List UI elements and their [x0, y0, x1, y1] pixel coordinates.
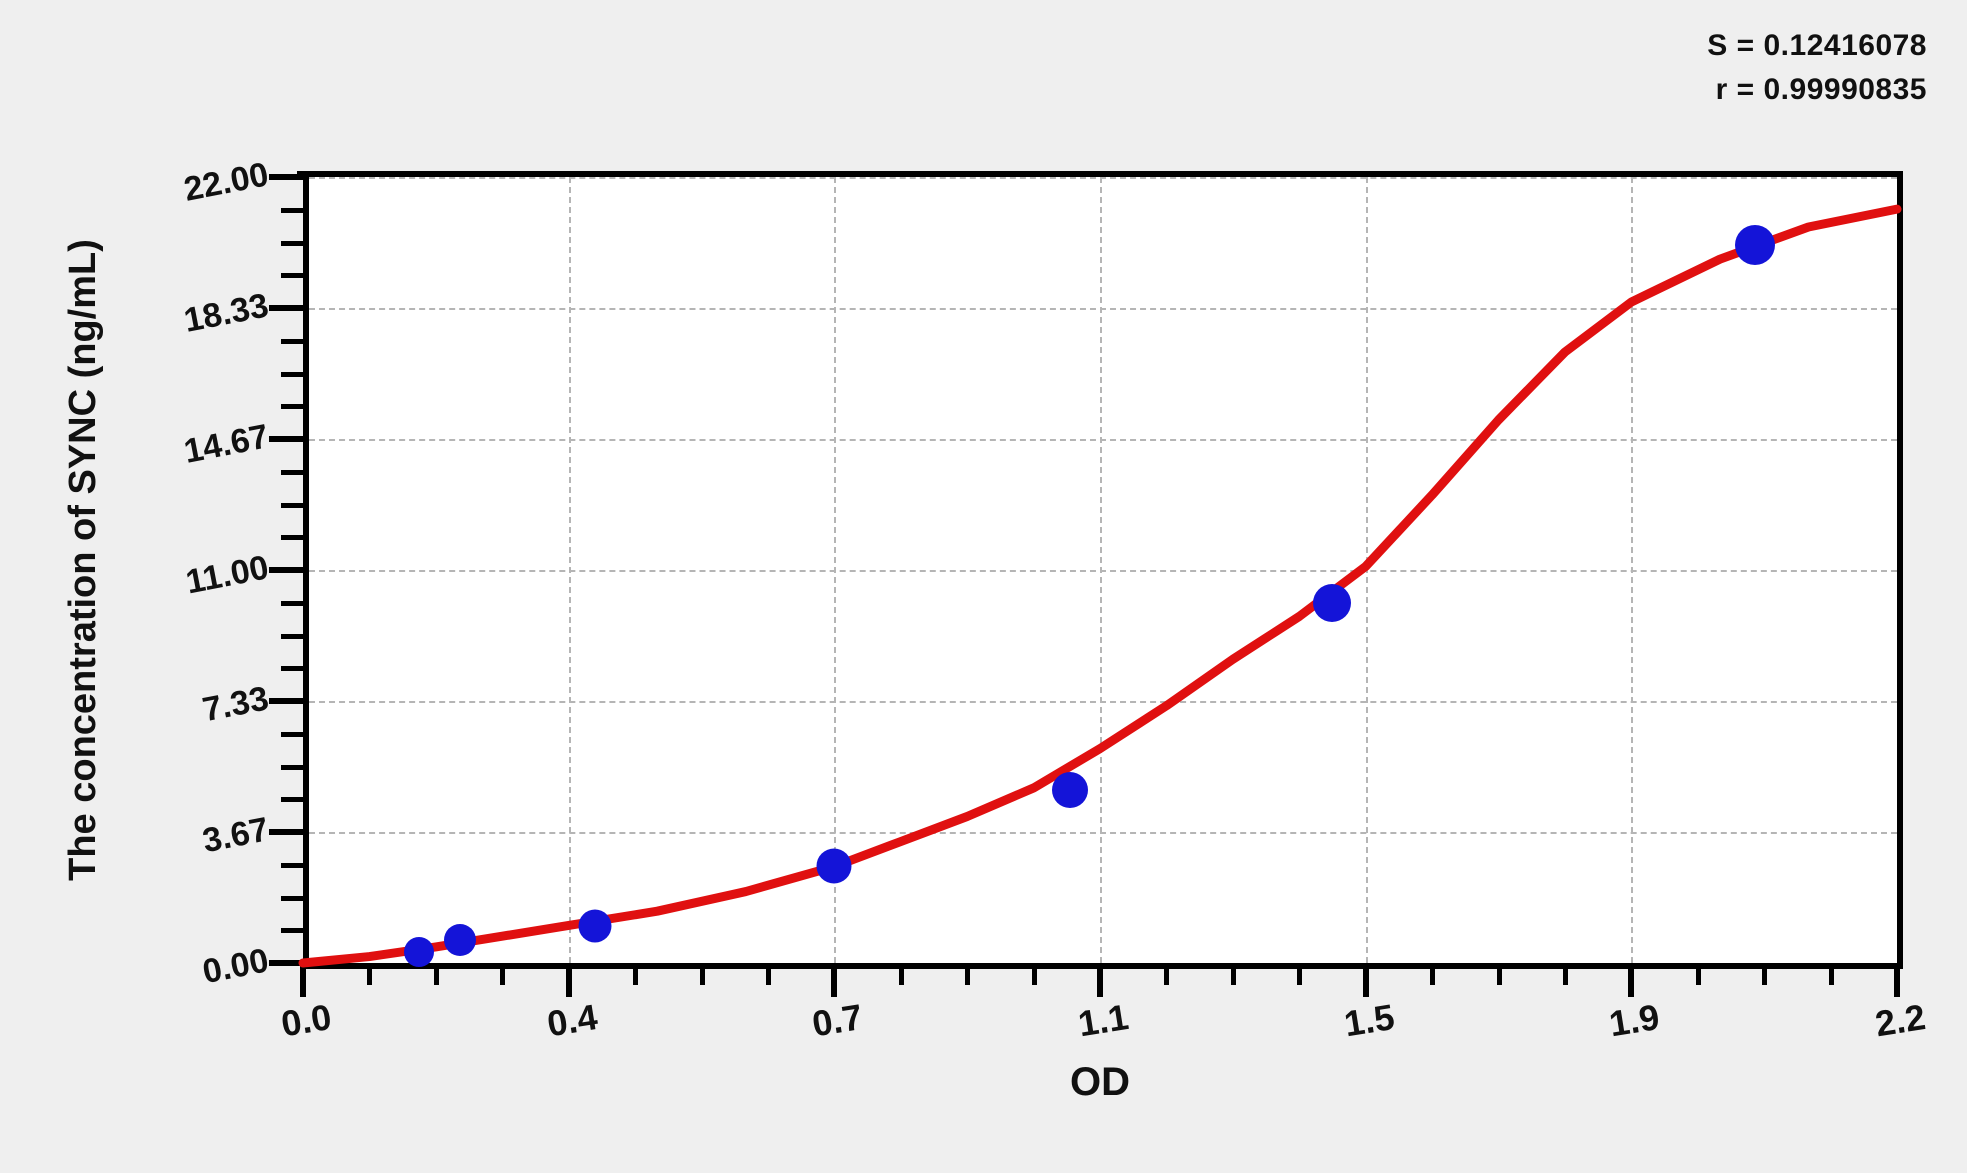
fit-statistics: S = 0.12416078 r = 0.99990835: [1707, 24, 1927, 111]
x-axis-title: OD: [1070, 1060, 1130, 1104]
statistic-s: S = 0.12416078: [1707, 29, 1927, 62]
statistic-r: r = 0.99990835: [1715, 72, 1927, 106]
axis-right-spine: [1897, 171, 1903, 969]
axis-top-spine: [297, 171, 1903, 177]
